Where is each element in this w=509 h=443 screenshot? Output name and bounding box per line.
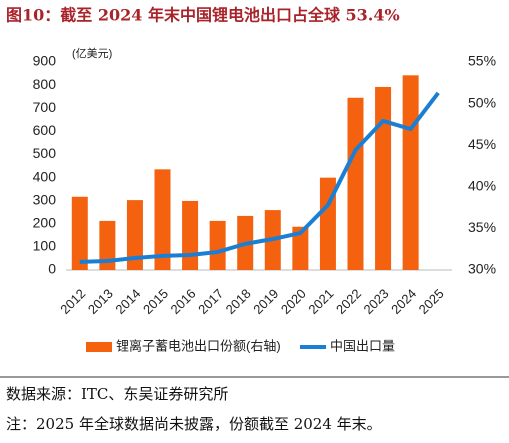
source: 数据来源：ITC、东吴证券研究所 [6,385,228,403]
y-tick-label: 300 [33,191,57,207]
y-tick-label: 700 [33,99,57,115]
bar [126,200,143,270]
y-tick-label: 100 [33,238,57,254]
bar [292,226,309,270]
bar [99,220,116,270]
x-tick-label: 2018 [223,286,254,317]
bar [209,220,226,270]
x-tick-label: 2021 [305,286,336,317]
y2-tick-label: 50% [468,94,496,110]
y-tick-label: 200 [33,214,57,230]
legend-label: 锂离子蓄电池出口份额(右轴) [116,338,281,353]
y-tick-label: 0 [48,261,56,277]
x-tick-label: 2019 [250,286,281,317]
x-tick-label: 2016 [168,286,199,317]
bar [402,75,419,270]
x-tick-label: 2024 [388,286,419,317]
y-tick-label: 800 [33,76,57,92]
y2-tick-label: 45% [468,136,496,152]
line [79,91,440,264]
y2-tick-label: 55% [468,53,496,69]
y-tick-label: 900 [33,53,57,69]
note: 注：2025 年全球数据尚未披露，份额截至 2024 年末。 [6,415,382,433]
y2-tick-label: 30% [468,261,496,277]
y-unit: (亿美元) [72,47,112,60]
bar [375,86,392,271]
y-tick-label: 400 [33,168,57,184]
y2-tick-label: 40% [468,178,496,194]
bar [154,169,171,270]
x-tick-label: 2017 [195,286,226,317]
x-tick-label: 2020 [278,286,309,317]
bar [182,200,199,270]
x-tick-label: 2023 [361,286,392,317]
legend-swatch [86,342,112,352]
x-tick-label: 2014 [112,286,143,317]
y-tick-label: 600 [33,122,57,138]
chart-title: 图10：截至 2024 年末中国锂电池出口占全球 53.4% [6,6,400,25]
legend-label: 中国出口量 [330,338,395,353]
x-tick-label: 2022 [333,286,364,317]
x-tick-label: 2012 [57,286,88,317]
y2-tick-label: 35% [468,219,496,235]
x-tick-label: 2015 [140,286,171,317]
bar [347,97,364,270]
x-tick-label: 2013 [85,286,116,317]
bar [71,196,88,270]
x-tick-label: 2025 [416,286,447,317]
y-tick-label: 500 [33,145,57,161]
